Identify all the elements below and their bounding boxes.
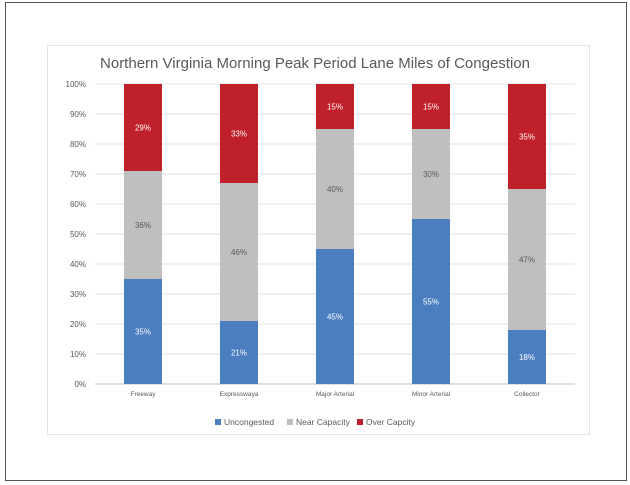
data-label: 18% <box>519 353 535 362</box>
bar-segment <box>220 183 258 321</box>
bar-segment <box>316 129 354 249</box>
bar-segment <box>316 249 354 384</box>
data-label: 15% <box>327 103 343 112</box>
data-label: 29% <box>135 124 151 133</box>
data-label: 15% <box>423 103 439 112</box>
document-frame <box>5 2 627 481</box>
y-tick-label: 80% <box>70 140 86 149</box>
legend-label: Near Capacity <box>296 417 351 427</box>
x-tick-label: Expresswaya <box>220 391 259 398</box>
x-tick-label: Minor Arterial <box>412 391 451 398</box>
data-label: 46% <box>231 248 247 257</box>
bar-segment <box>124 84 162 171</box>
data-label: 21% <box>231 349 247 358</box>
bar-segment <box>412 84 450 129</box>
data-label: 30% <box>423 170 439 179</box>
data-label: 36% <box>135 221 151 230</box>
y-tick-label: 60% <box>70 200 86 209</box>
chart-title: Northern Virginia Morning Peak Period La… <box>100 55 530 72</box>
data-label: 45% <box>327 313 343 322</box>
y-tick-label: 40% <box>70 260 86 269</box>
bar-segment <box>124 171 162 279</box>
y-tick-label: 0% <box>74 380 86 389</box>
bar-segment <box>508 84 546 189</box>
data-label: 35% <box>135 328 151 337</box>
data-label: 55% <box>423 298 439 307</box>
bar-segment <box>508 330 546 384</box>
bar-segment <box>220 321 258 384</box>
bar-segment <box>412 129 450 219</box>
data-label: 35% <box>519 133 535 142</box>
bar-segment <box>124 279 162 384</box>
bar-segment <box>316 84 354 129</box>
x-tick-label: Collector <box>514 391 540 398</box>
legend-swatch <box>215 419 221 425</box>
y-tick-label: 20% <box>70 320 86 329</box>
y-tick-label: 50% <box>70 230 86 239</box>
data-label: 33% <box>231 130 247 139</box>
y-tick-label: 90% <box>70 110 86 119</box>
data-label: 40% <box>327 185 343 194</box>
bar-segment <box>412 219 450 384</box>
legend-swatch <box>357 419 363 425</box>
y-tick-label: 100% <box>66 80 86 89</box>
x-tick-label: Major Arterial <box>316 391 355 398</box>
legend-swatch <box>287 419 293 425</box>
x-tick-label: Freeway <box>131 391 157 398</box>
y-tick-label: 30% <box>70 290 86 299</box>
bar-segment <box>508 189 546 330</box>
y-tick-label: 10% <box>70 350 86 359</box>
legend-label: Uncongested <box>224 417 274 427</box>
data-label: 47% <box>519 256 535 265</box>
chart-area <box>47 45 590 435</box>
bar-segment <box>220 84 258 183</box>
y-tick-label: 70% <box>70 170 86 179</box>
legend-label: Over Capcity <box>366 417 416 427</box>
